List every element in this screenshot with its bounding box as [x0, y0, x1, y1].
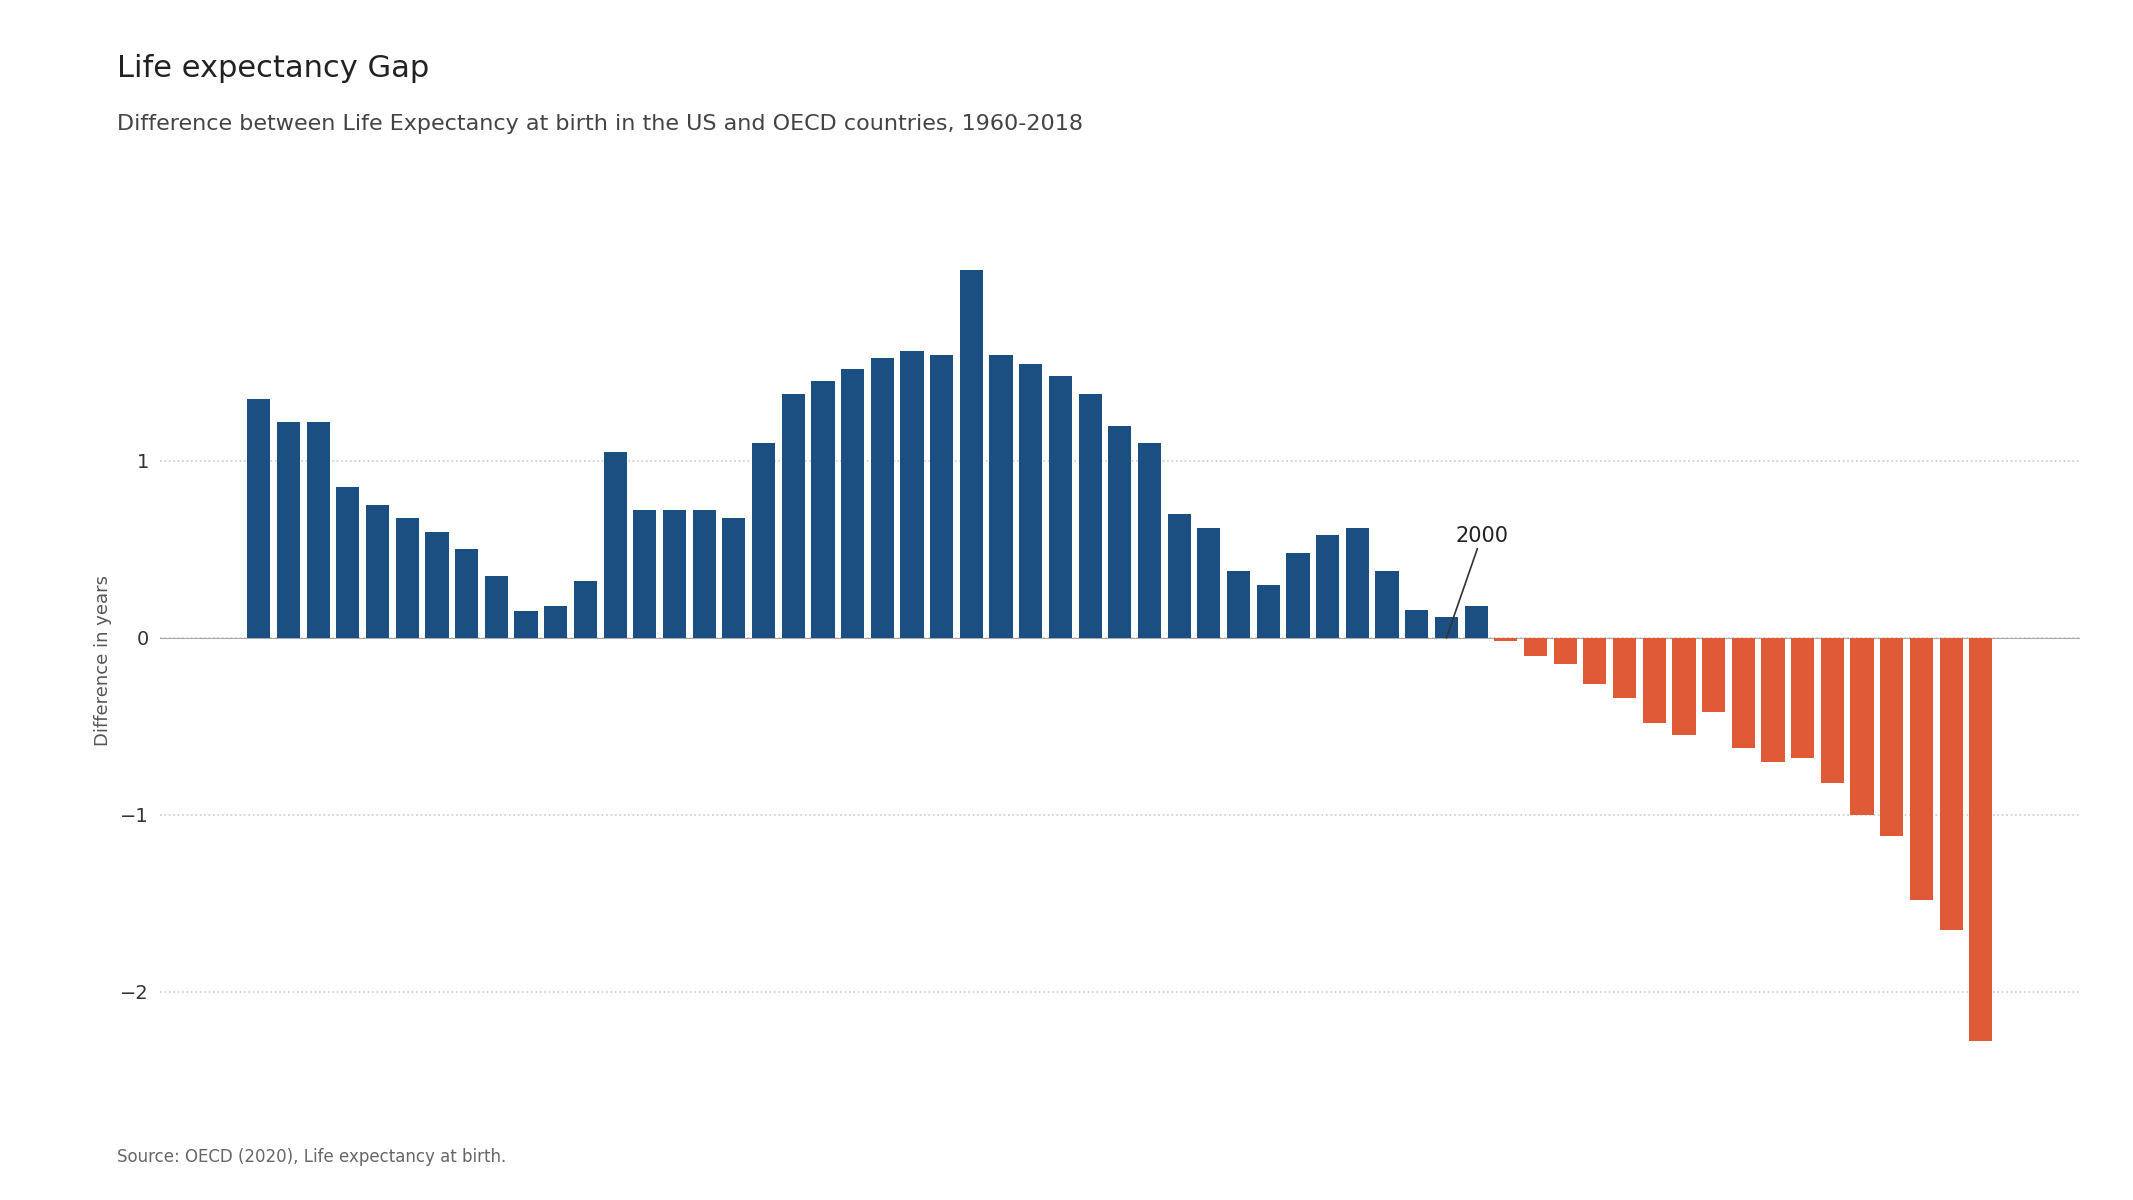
Bar: [1553, 638, 1576, 665]
Bar: [1079, 394, 1103, 638]
Bar: [514, 611, 538, 638]
Bar: [1792, 638, 1815, 758]
Bar: [634, 510, 657, 638]
Bar: [753, 443, 774, 638]
Text: Difference between Life Expectancy at birth in the US and OECD countries, 1960-2: Difference between Life Expectancy at bi…: [117, 114, 1084, 134]
Bar: [544, 606, 567, 638]
Bar: [454, 550, 478, 638]
Bar: [1197, 528, 1220, 638]
Bar: [1672, 638, 1696, 736]
Text: Life expectancy Gap: Life expectancy Gap: [117, 54, 429, 83]
Bar: [1049, 376, 1073, 638]
Text: Source: OECD (2020), Life expectancy at birth.: Source: OECD (2020), Life expectancy at …: [117, 1148, 506, 1166]
Bar: [1436, 617, 1459, 638]
Bar: [811, 382, 834, 638]
Bar: [1613, 638, 1636, 698]
Bar: [1137, 443, 1160, 638]
Bar: [1376, 571, 1399, 638]
Bar: [307, 422, 331, 638]
Bar: [930, 355, 953, 638]
Bar: [840, 368, 864, 638]
Bar: [1495, 638, 1517, 642]
Bar: [1346, 528, 1369, 638]
Bar: [1822, 638, 1843, 782]
Bar: [604, 452, 627, 638]
Bar: [870, 359, 894, 638]
Bar: [1523, 638, 1546, 655]
Bar: [397, 517, 418, 638]
Bar: [1939, 638, 1962, 930]
Bar: [1642, 638, 1666, 722]
Bar: [1762, 638, 1785, 762]
Y-axis label: Difference in years: Difference in years: [94, 575, 113, 745]
Bar: [424, 532, 448, 638]
Bar: [723, 517, 744, 638]
Bar: [663, 510, 687, 638]
Bar: [900, 352, 924, 638]
Bar: [1316, 535, 1340, 638]
Bar: [1406, 610, 1429, 638]
Bar: [1702, 638, 1726, 713]
Bar: [1732, 638, 1755, 748]
Bar: [247, 398, 271, 638]
Bar: [1256, 584, 1280, 638]
Bar: [1851, 638, 1873, 815]
Bar: [693, 510, 717, 638]
Bar: [990, 355, 1013, 638]
Bar: [1286, 553, 1310, 638]
Bar: [1020, 364, 1043, 638]
Bar: [574, 581, 597, 638]
Bar: [337, 487, 360, 638]
Bar: [1969, 638, 1992, 1042]
Bar: [1879, 638, 1903, 836]
Bar: [367, 505, 388, 638]
Bar: [277, 422, 301, 638]
Bar: [960, 270, 983, 638]
Text: 2000: 2000: [1446, 526, 1508, 638]
Bar: [1909, 638, 1932, 900]
Bar: [1465, 606, 1487, 638]
Bar: [484, 576, 508, 638]
Bar: [781, 394, 804, 638]
Bar: [1226, 571, 1250, 638]
Bar: [1583, 638, 1606, 684]
Bar: [1167, 514, 1190, 638]
Bar: [1109, 426, 1130, 638]
